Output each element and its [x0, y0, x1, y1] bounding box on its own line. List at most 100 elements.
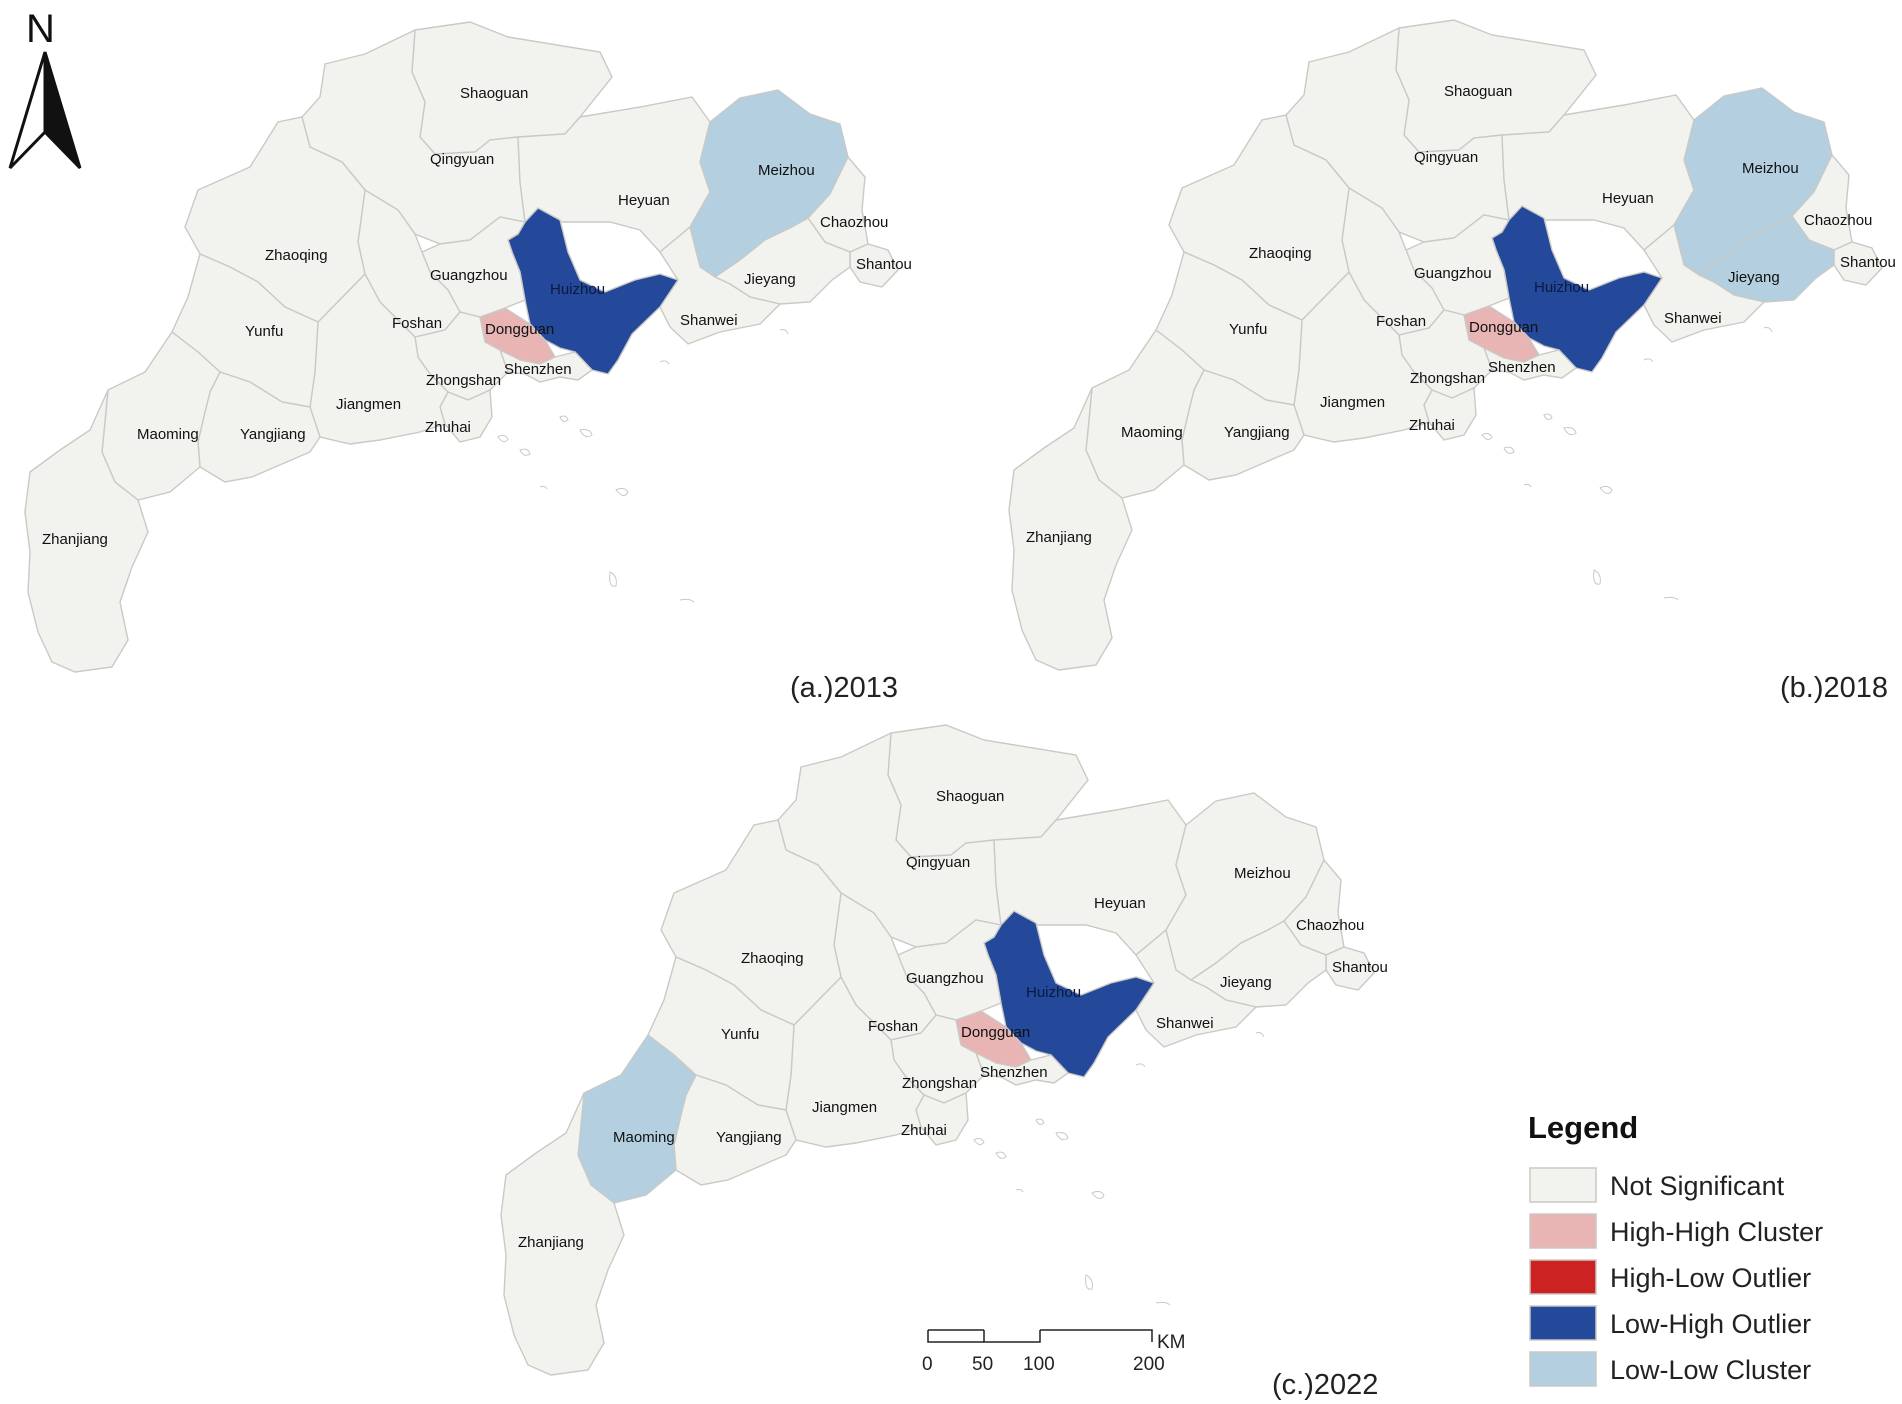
legend: Legend Not Significant High-High Cluster H… — [1528, 1110, 1823, 1387]
region-shanwei — [1643, 223, 1766, 343]
label-zhuhai: Zhuhai — [901, 1122, 947, 1139]
region-shenzhen — [974, 1051, 1070, 1086]
region-zhanjiang — [500, 1092, 625, 1376]
scale-tick-100: 100 — [1023, 1354, 1055, 1375]
region-maoming — [101, 330, 221, 501]
scale-tick-50: 50 — [972, 1354, 993, 1375]
label-foshan: Foshan — [1376, 313, 1426, 330]
island-outline — [1255, 1032, 1265, 1038]
label-yunfu: Yunfu — [245, 323, 283, 340]
region-shantou — [1833, 241, 1883, 286]
label-zhanjiang: Zhanjiang — [42, 531, 108, 548]
island-outline — [1593, 569, 1601, 585]
island-outline — [1563, 427, 1577, 436]
label-zhongshan: Zhongshan — [902, 1075, 977, 1092]
island-outline — [1091, 1190, 1105, 1199]
island-outline — [1055, 1132, 1069, 1141]
label-shaoguan: Shaoguan — [1444, 83, 1512, 100]
label-qingyuan: Qingyuan — [1414, 149, 1478, 166]
label-heyuan: Heyuan — [1094, 895, 1146, 912]
label-jieyang: Jieyang — [1728, 269, 1780, 286]
region-heyuan — [1501, 94, 1695, 251]
legend-title: Legend — [1528, 1110, 1638, 1145]
label-shaoguan: Shaoguan — [460, 85, 528, 102]
label-zhuhai: Zhuhai — [1409, 417, 1455, 434]
island-outline — [679, 598, 695, 603]
label-maoming: Maoming — [613, 1129, 675, 1146]
label-shenzhen: Shenzhen — [1488, 359, 1556, 376]
island-outline — [539, 485, 548, 490]
region-zhanjiang — [1008, 387, 1133, 671]
legend-label-not-significant: Not Significant — [1610, 1171, 1785, 1201]
island-outline — [1599, 485, 1613, 494]
label-maoming: Maoming — [137, 426, 199, 443]
scale-tick-200: 200 — [1133, 1354, 1165, 1375]
scale-tick-0: 0 — [922, 1354, 933, 1375]
legend-swatch-high-low — [1529, 1259, 1597, 1295]
map-panel-2022: Shaoguan Qingyuan Heyuan Meizhou Chaozhou Sha… — [500, 724, 1388, 1376]
legend-label-low-high: Low-High Outlier — [1610, 1309, 1811, 1339]
label-zhuhai: Zhuhai — [425, 419, 471, 436]
region-maoming — [1085, 328, 1205, 499]
label-guangzhou: Guangzhou — [430, 267, 508, 284]
island-outline — [779, 329, 789, 335]
label-zhongshan: Zhongshan — [1410, 370, 1485, 387]
label-meizhou: Meizhou — [758, 162, 815, 179]
label-heyuan: Heyuan — [618, 192, 670, 209]
label-dongguan: Dongguan — [485, 321, 554, 338]
label-jiangmen: Jiangmen — [336, 396, 401, 413]
map-panel-2013: Shaoguan Qingyuan Heyuan Meizhou Chaozhou Sha… — [24, 21, 912, 673]
label-qingyuan: Qingyuan — [430, 151, 494, 168]
label-jieyang: Jieyang — [744, 271, 796, 288]
label-shaoguan: Shaoguan — [936, 788, 1004, 805]
island-outline — [973, 1137, 985, 1146]
island-outline — [609, 571, 617, 587]
label-foshan: Foshan — [868, 1018, 918, 1035]
region-maoming — [577, 1033, 697, 1204]
legend-label-low-low: Low-Low Cluster — [1610, 1355, 1811, 1385]
region-heyuan — [993, 799, 1187, 956]
island-outline — [1135, 1063, 1146, 1068]
region-shanwei — [1135, 928, 1258, 1048]
label-shantou: Shantou — [856, 256, 912, 273]
label-yunfu: Yunfu — [1229, 321, 1267, 338]
region-heyuan — [517, 96, 711, 253]
label-meizhou: Meizhou — [1234, 865, 1291, 882]
label-jiangmen: Jiangmen — [1320, 394, 1385, 411]
label-yangjiang: Yangjiang — [716, 1129, 782, 1146]
label-heyuan: Heyuan — [1602, 190, 1654, 207]
label-zhongshan: Zhongshan — [426, 372, 501, 389]
island-outline — [1543, 413, 1553, 420]
label-zhanjiang: Zhanjiang — [518, 1234, 584, 1251]
label-shanwei: Shanwei — [680, 312, 738, 329]
label-yangjiang: Yangjiang — [1224, 424, 1290, 441]
region-zhanjiang — [24, 389, 149, 673]
region-shanwei — [659, 225, 782, 345]
label-qingyuan: Qingyuan — [906, 854, 970, 871]
label-meizhou: Meizhou — [1742, 160, 1799, 177]
label-chaozhou: Chaozhou — [820, 214, 888, 231]
island-outline — [1643, 358, 1654, 363]
island-outline — [1663, 596, 1679, 601]
island-outline — [1035, 1118, 1045, 1125]
label-dongguan: Dongguan — [1469, 319, 1538, 336]
label-jiangmen: Jiangmen — [812, 1099, 877, 1116]
legend-swatch-high-high — [1529, 1213, 1597, 1249]
label-huizhou: Huizhou — [1026, 984, 1081, 1001]
region-shantou — [849, 243, 899, 288]
label-chaozhou: Chaozhou — [1296, 917, 1364, 934]
island-outline — [497, 434, 509, 443]
label-zhaoqing: Zhaoqing — [1249, 245, 1312, 262]
label-shantou: Shantou — [1840, 254, 1896, 271]
legend-label-high-high: High-High Cluster — [1610, 1217, 1823, 1247]
legend-swatch-low-low — [1529, 1351, 1597, 1387]
caption-panel-b: (b.)2018 — [1780, 672, 1888, 704]
island-outline — [615, 487, 629, 496]
label-maoming: Maoming — [1121, 424, 1183, 441]
island-outline — [1155, 1301, 1171, 1306]
north-arrow: N — [8, 7, 82, 170]
label-shanwei: Shanwei — [1664, 310, 1722, 327]
island-outline — [559, 415, 569, 422]
island-outline — [519, 448, 531, 456]
